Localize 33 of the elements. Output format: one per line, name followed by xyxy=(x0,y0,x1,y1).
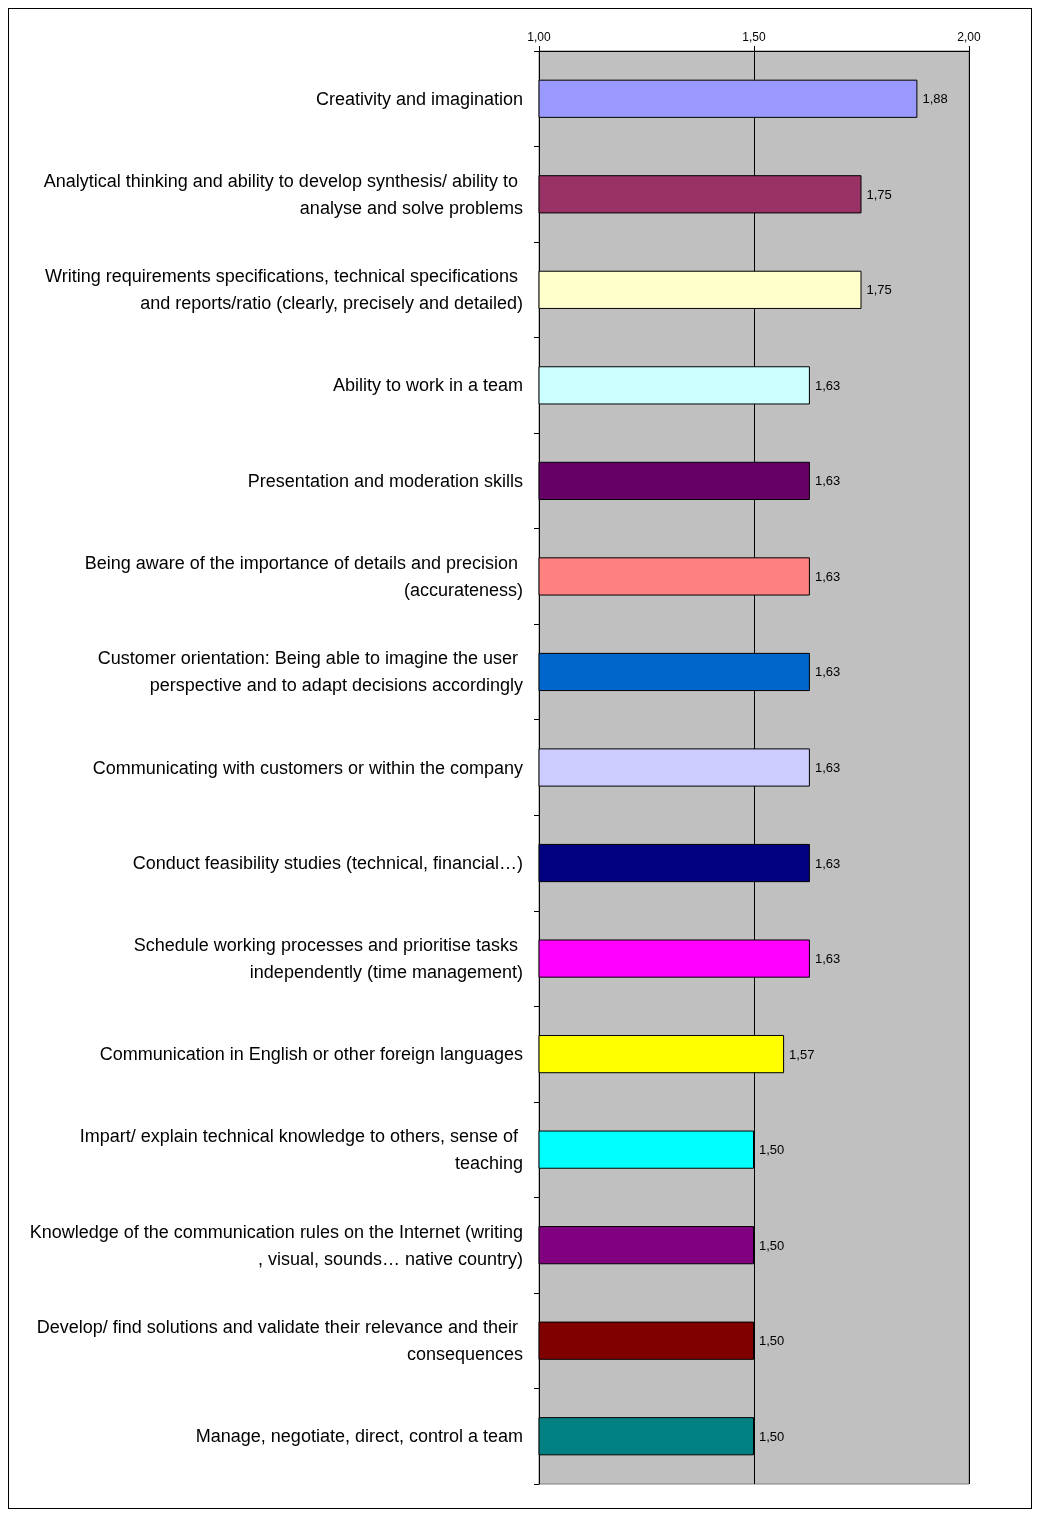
data-label: 1,63 xyxy=(814,377,841,393)
y-tick-label: Being aware of the importance of details and precision (accurateness) xyxy=(84,552,523,600)
y-tick-label: Communication in English or other foreign languages xyxy=(99,1044,523,1065)
data-label: 1,57 xyxy=(789,1046,815,1062)
data-label: 1,63 xyxy=(814,951,841,967)
data-label: 1,75 xyxy=(866,186,892,202)
data-label: 1,75 xyxy=(866,282,892,298)
y-tick-label: Communicating with customers or within the company xyxy=(92,757,523,778)
y-tick-label: Customer orientation: Being able to imagine the user perspective and to adapt decisions accordingly xyxy=(97,648,523,696)
y-tick-label: Knowledge of the communication rules on the Internet (writing, visual, sounds… native country) xyxy=(29,1221,523,1269)
data-label: 1,50 xyxy=(759,1237,785,1253)
y-tick-label: Analytical thinking and ability to develop synthesis/ ability to analyse and solve problems xyxy=(43,170,523,218)
x-tick-label: 1,00 xyxy=(527,30,551,44)
data-label: 1,50 xyxy=(759,1428,785,1444)
x-tick-label: 1,50 xyxy=(742,30,766,44)
y-tick-label: Conduct feasibility studies (technical, financial…) xyxy=(132,853,523,874)
y-tick-label: Ability to work in a team xyxy=(332,375,523,396)
data-label: 1,63 xyxy=(814,473,841,489)
y-tick-label: Impart/ explain technical knowledge to others, sense of teaching xyxy=(79,1126,523,1174)
data-label: 1,63 xyxy=(814,568,841,584)
y-tick-label: Schedule working processes and prioritise tasks independently (time management) xyxy=(133,935,523,983)
data-label: 1,63 xyxy=(814,664,841,680)
data-label: 1,63 xyxy=(814,760,841,775)
y-tick-label: Presentation and moderation skills xyxy=(247,470,523,491)
y-tick-label: Creativity and imagination xyxy=(315,88,523,109)
data-label: 1,50 xyxy=(759,1142,785,1158)
x-tick-label: 2,00 xyxy=(957,30,981,44)
y-tick-label: Develop/ find solutions and validate their relevance and their consequences xyxy=(36,1317,523,1365)
data-label: 1,50 xyxy=(759,1333,785,1349)
data-label: 1,88 xyxy=(922,91,948,107)
data-label: 1,63 xyxy=(814,855,841,871)
y-tick-label: Writing requirements specifications, technical specifications and reports/ratio (clearly, precisely and detailed) xyxy=(45,266,523,314)
y-tick-label: Manage, negotiate, direct, control a team xyxy=(195,1426,523,1447)
